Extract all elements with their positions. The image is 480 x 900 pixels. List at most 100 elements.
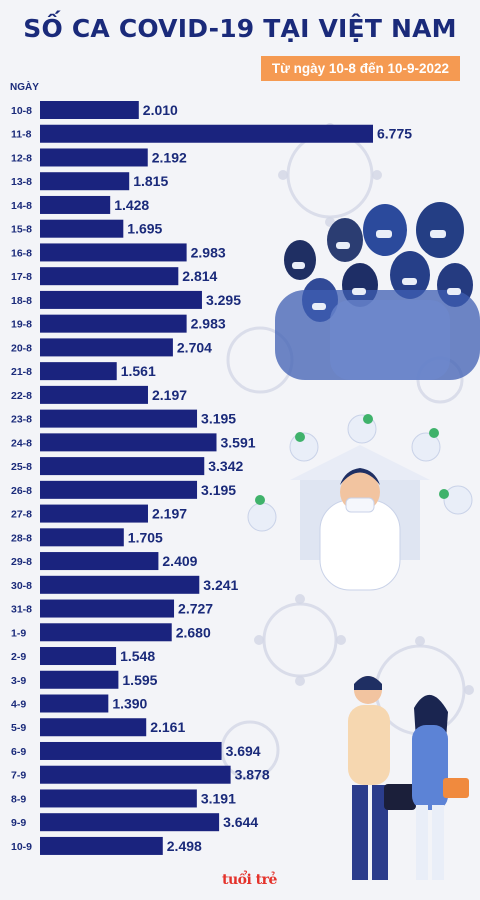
value-label: 2.161 [150,719,185,735]
bar [40,267,179,286]
category-label: 19-8 [11,319,32,331]
category-label: 21-8 [11,366,32,378]
bar [40,765,231,784]
value-label: 1.548 [120,648,155,664]
value-label: 2.727 [178,601,213,617]
category-label: 10-9 [11,841,32,853]
bar [40,243,187,262]
bar [40,314,187,333]
bar [40,836,163,855]
category-label: 17-8 [11,271,32,283]
value-label: 2.983 [191,316,226,332]
category-label: 29-8 [11,556,32,568]
crowd-illustration [275,202,480,380]
bar [40,789,197,808]
bar [40,195,111,214]
value-label: 2.197 [152,387,187,403]
category-label: 2-9 [11,651,26,663]
category-label: 13-8 [11,176,32,188]
category-label: 8-9 [11,793,26,805]
category-label: 11-8 [11,129,32,141]
value-label: 1.595 [122,672,157,688]
category-label: 6-9 [11,746,26,758]
category-label: 25-8 [11,461,32,473]
bar [40,172,130,191]
category-label: 15-8 [11,224,32,236]
bar [40,338,173,357]
bar [40,575,200,594]
bar [40,433,217,452]
bar [40,552,159,571]
bar [40,670,119,689]
bar [40,599,175,618]
bar [40,219,124,238]
category-label: 31-8 [11,604,32,616]
bar [40,504,148,523]
category-label: 26-8 [11,485,32,497]
category-label: 3-9 [11,675,26,687]
value-label: 2.192 [152,149,187,165]
value-label: 1.390 [112,696,147,712]
value-label: 3.195 [201,411,236,427]
value-label: 2.704 [177,339,212,355]
category-label: 12-8 [11,152,32,164]
bar [40,480,198,499]
category-label: 20-8 [11,342,32,354]
value-label: 3.878 [235,767,270,783]
category-label: 30-8 [11,580,32,592]
value-label: 2.983 [191,244,226,260]
bar [40,101,139,119]
bar [40,457,205,476]
bar [40,623,172,642]
category-label: 22-8 [11,390,32,402]
value-label: 2.010 [143,102,178,118]
tuoi-tre-logo: tuổi trẻ [222,872,277,888]
chart-title: SỐ CA COVID-19 TẠI VIỆT NAM [23,14,457,43]
bar [40,647,117,666]
category-label: 28-8 [11,532,32,544]
value-label: 6.775 [377,126,412,142]
value-label: 2.197 [152,506,187,522]
category-label: 23-8 [11,414,32,426]
value-label: 3.295 [206,292,241,308]
value-label: 3.342 [208,458,243,474]
category-label: 10-8 [11,105,32,117]
value-label: 2.680 [176,624,211,640]
bar [40,741,222,760]
value-label: 3.694 [226,743,261,759]
category-label: 14-8 [11,200,32,212]
bar [40,409,198,428]
doctor-illustration [247,414,473,591]
bar [40,718,147,737]
category-label: 24-8 [11,437,32,449]
pedestrians-illustration [348,676,469,880]
value-label: 3.241 [203,577,238,593]
bar [40,528,124,547]
value-label: 1.815 [133,173,168,189]
bar [40,124,373,143]
value-label: 3.195 [201,482,236,498]
value-label: 3.591 [221,434,256,450]
bar [40,813,220,832]
bar [40,694,109,713]
value-label: 1.561 [121,363,156,379]
y-axis-label: NGÀY [10,82,39,93]
value-label: 2.498 [167,838,202,854]
category-label: 4-9 [11,699,26,711]
category-label: 1-9 [11,627,26,639]
bar [40,362,117,381]
bar [40,290,202,309]
category-label: 16-8 [11,247,32,259]
category-label: 5-9 [11,722,26,734]
bar [40,385,148,404]
value-label: 3.644 [223,814,258,830]
value-label: 1.695 [127,221,162,237]
category-label: 27-8 [11,509,32,521]
category-label: 7-9 [11,770,26,782]
value-label: 1.428 [114,197,149,213]
category-label: 9-9 [11,817,26,829]
value-label: 1.705 [128,529,163,545]
value-label: 2.814 [182,268,217,284]
bar [40,148,148,167]
